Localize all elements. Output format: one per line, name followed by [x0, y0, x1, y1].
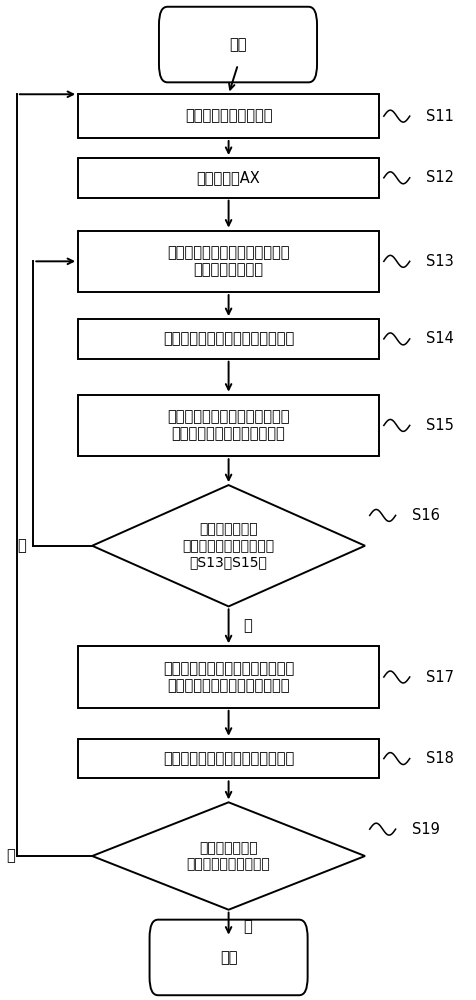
Text: S19: S19: [412, 822, 440, 837]
Polygon shape: [92, 802, 365, 910]
Bar: [78, 158, 379, 198]
Text: 结束: 结束: [220, 950, 238, 965]
Text: S18: S18: [426, 751, 454, 766]
Text: 是: 是: [243, 920, 252, 935]
Text: 计算被选择的注目像素的炎症强度: 计算被选择的注目像素的炎症强度: [163, 331, 294, 346]
Text: S11: S11: [426, 109, 454, 124]
Bar: [78, 319, 379, 359]
Text: 开始: 开始: [229, 37, 247, 52]
Text: 否: 否: [6, 849, 15, 864]
Text: S13: S13: [426, 254, 454, 269]
Bar: [78, 231, 379, 292]
Bar: [78, 739, 379, 778]
Text: S14: S14: [426, 331, 454, 346]
Text: 输入当前帧的像素数据: 输入当前帧的像素数据: [185, 109, 272, 124]
Text: 是: 是: [243, 618, 252, 633]
Text: 被切换为不同于
特殊模式的另一模式？: 被切换为不同于 特殊模式的另一模式？: [187, 841, 270, 871]
Text: 将所有的像素的炎症强度平均化得
到的平均値作为炎症评价値计算: 将所有的像素的炎症强度平均化得 到的平均値作为炎症评价値计算: [163, 661, 294, 693]
FancyBboxPatch shape: [149, 920, 307, 995]
Text: 普通图像和色彩表图像的叠加显示: 普通图像和色彩表图像的叠加显示: [163, 751, 294, 766]
Text: 按照规定的顺序从所有的像素中
选择一个注目像素: 按照规定的顺序从所有的像素中 选择一个注目像素: [168, 245, 290, 278]
Text: 是否对当前帧的
所有的像素执行了处理步
骤S13～S15？: 是否对当前帧的 所有的像素执行了处理步 骤S13～S15？: [182, 523, 275, 569]
Bar: [78, 395, 379, 456]
Text: S16: S16: [412, 508, 440, 523]
Polygon shape: [92, 485, 365, 606]
Bar: [78, 646, 379, 708]
Text: 否: 否: [18, 538, 26, 553]
Text: 设定基准轴AX: 设定基准轴AX: [197, 170, 260, 185]
Text: S15: S15: [426, 418, 454, 433]
FancyBboxPatch shape: [159, 7, 317, 82]
Text: 对应于炎症强度的値确定注目像
素的在色彩表图像上的显示色: 对应于炎症强度的値确定注目像 素的在色彩表图像上的显示色: [168, 409, 290, 442]
Text: S17: S17: [426, 670, 454, 685]
Bar: [78, 94, 379, 138]
Text: S12: S12: [426, 170, 454, 185]
